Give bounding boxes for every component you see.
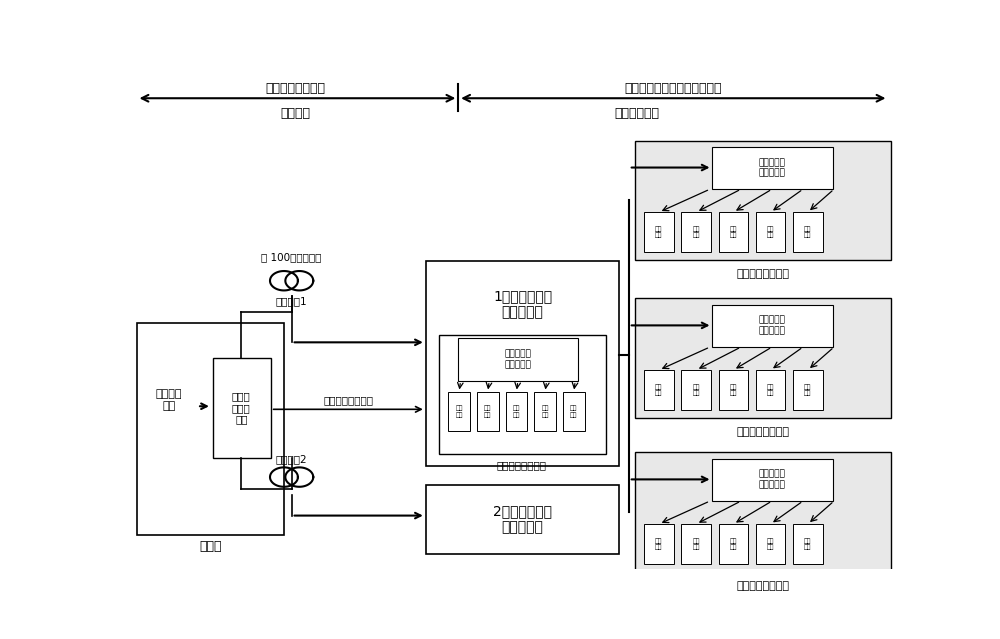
Bar: [712, 147, 833, 189]
Bar: [756, 370, 785, 410]
Text: 2号远端实验厅
电子学系统: 2号远端实验厅 电子学系统: [493, 504, 552, 535]
Text: 探测
器道: 探测 器道: [804, 226, 812, 238]
Text: 探测
器道: 探测 器道: [692, 538, 700, 550]
Text: 信号接收及
数字化节点: 信号接收及 数字化节点: [759, 316, 786, 335]
Bar: [756, 524, 785, 564]
Bar: [635, 141, 891, 260]
Bar: [644, 524, 674, 564]
Text: 信号接收及
数字化节点: 信号接收及 数字化节点: [759, 158, 786, 177]
Bar: [635, 452, 891, 572]
Text: 探测
器道: 探测 器道: [655, 538, 663, 550]
Text: 信号接受及
数字化节点: 信号接受及 数字化节点: [759, 470, 786, 489]
Bar: [712, 305, 833, 347]
Text: 探测
器道: 探测 器道: [767, 538, 774, 550]
Bar: [213, 358, 271, 458]
Text: 电子学从节点机箱: 电子学从节点机箱: [736, 581, 789, 590]
Bar: [681, 370, 711, 410]
Text: 约 100米同轴电缆: 约 100米同轴电缆: [261, 252, 322, 263]
Text: 探测
器道: 探测 器道: [484, 406, 491, 418]
Bar: [477, 392, 499, 431]
Bar: [506, 392, 527, 431]
Bar: [644, 370, 674, 410]
Text: 第一级长距离扇出: 第一级长距离扇出: [266, 82, 326, 95]
Text: 起始信号实时监测: 起始信号实时监测: [323, 395, 373, 405]
Text: 数字编码信号: 数字编码信号: [614, 107, 659, 120]
Bar: [426, 485, 619, 554]
Text: 探测
器道: 探测 器道: [570, 406, 577, 418]
Bar: [793, 370, 823, 410]
Text: 探测
器道: 探测 器道: [692, 384, 700, 396]
Text: 电子学从节点机箱: 电子学从节点机箱: [736, 269, 789, 279]
Text: 探测
器道: 探测 器道: [804, 538, 812, 550]
Text: 1号远端实验厅
电子学系统: 1号远端实验厅 电子学系统: [493, 289, 552, 319]
Text: 探测
器道: 探测 器道: [513, 406, 520, 418]
Bar: [534, 392, 556, 431]
Text: 电子学主节点机箱: 电子学主节点机箱: [497, 461, 547, 470]
Text: 模拟信号: 模拟信号: [280, 107, 310, 120]
Text: 探测
器道: 探测 器道: [692, 226, 700, 238]
Bar: [681, 524, 711, 564]
Text: 控制站: 控制站: [199, 540, 222, 553]
Bar: [563, 392, 585, 431]
Bar: [719, 370, 748, 410]
Bar: [439, 335, 606, 454]
Text: 起始信
号扇出
模块: 起始信 号扇出 模块: [232, 391, 251, 424]
Bar: [137, 323, 284, 535]
Bar: [719, 212, 748, 252]
Text: 探测
器道: 探测 器道: [655, 226, 663, 238]
Text: 探测
器道: 探测 器道: [455, 406, 463, 418]
Text: 探测
器道: 探测 器道: [730, 226, 737, 238]
Bar: [793, 212, 823, 252]
Text: 探测
器道: 探测 器道: [767, 384, 774, 396]
Bar: [635, 298, 891, 418]
Text: 电子学从节点机箱: 电子学从节点机箱: [736, 427, 789, 436]
Bar: [712, 459, 833, 501]
Text: 分发到厅1: 分发到厅1: [276, 296, 307, 307]
Text: 起始信号
输入: 起始信号 输入: [156, 389, 182, 411]
Text: 信号接收及
数字化节点: 信号接收及 数字化节点: [504, 350, 531, 369]
Text: 第二级电子学系统内星型扇出: 第二级电子学系统内星型扇出: [624, 82, 722, 95]
Bar: [793, 524, 823, 564]
Bar: [426, 261, 619, 466]
Text: 探测
器道: 探测 器道: [655, 384, 663, 396]
Text: 探测
器道: 探测 器道: [730, 384, 737, 396]
Bar: [458, 339, 578, 381]
Text: 探测
器道: 探测 器道: [541, 406, 549, 418]
Text: 探测
器道: 探测 器道: [767, 226, 774, 238]
Bar: [719, 524, 748, 564]
Text: 探测
器道: 探测 器道: [804, 384, 812, 396]
Bar: [756, 212, 785, 252]
Bar: [681, 212, 711, 252]
Bar: [448, 392, 470, 431]
Text: 探测
器道: 探测 器道: [730, 538, 737, 550]
Bar: [644, 212, 674, 252]
Text: 分发到厅2: 分发到厅2: [276, 454, 307, 465]
